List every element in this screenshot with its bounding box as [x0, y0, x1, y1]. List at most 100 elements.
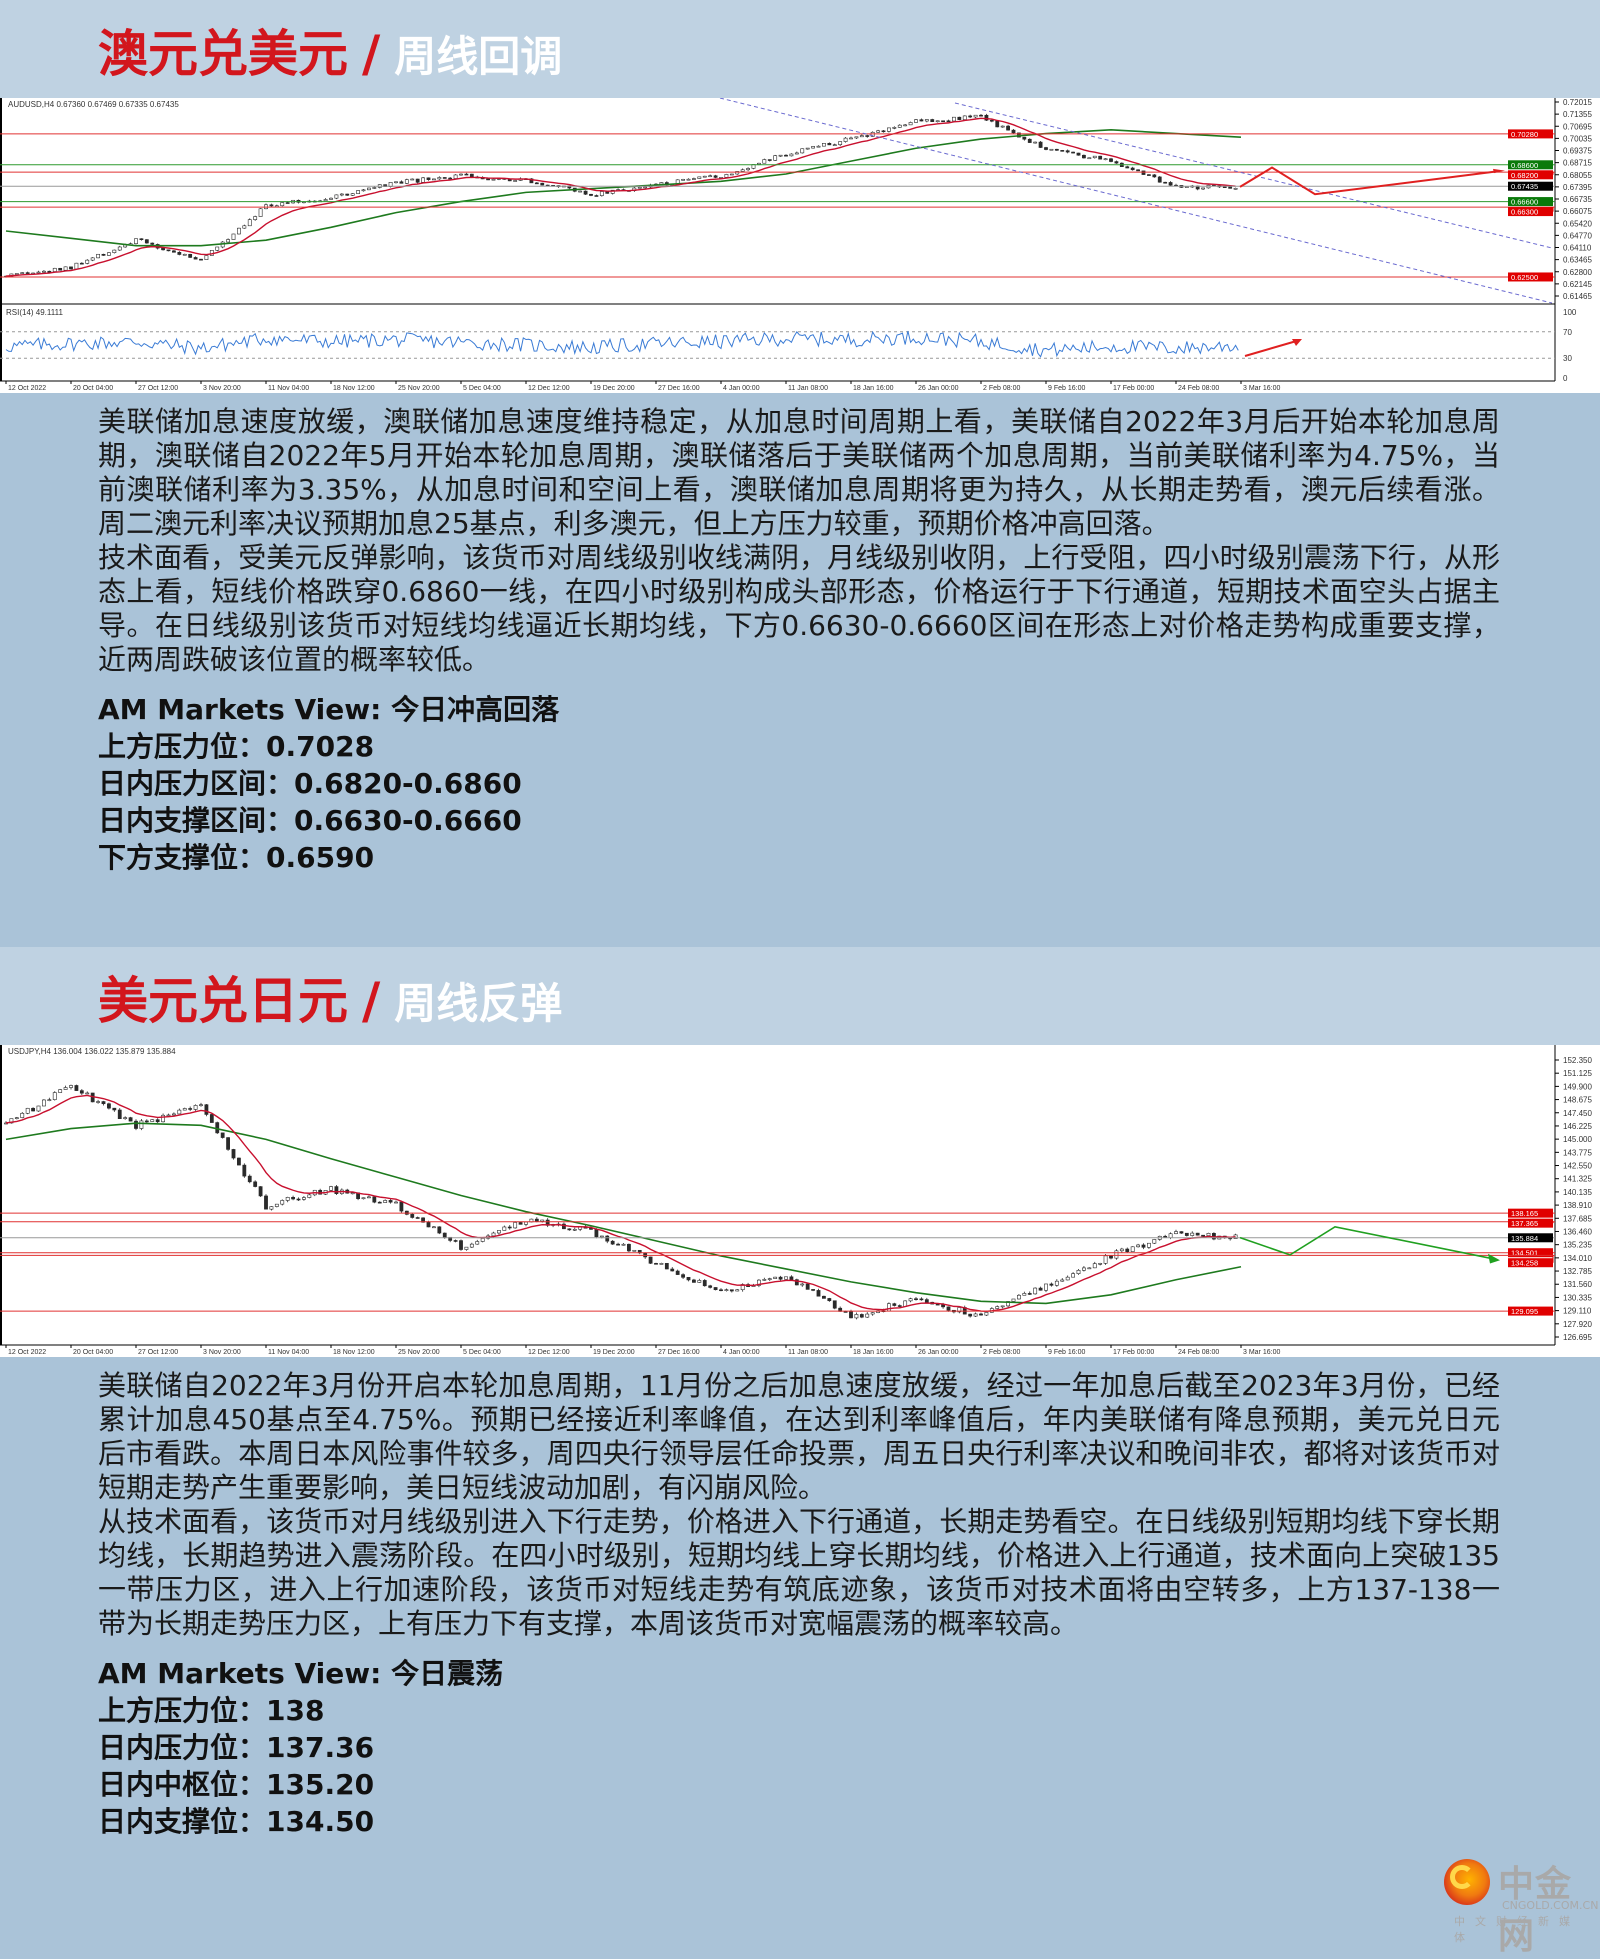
- candle-body: [323, 199, 328, 202]
- x-tick-label: 3 Mar 16:00: [1243, 1349, 1280, 1356]
- candle-body: [859, 135, 864, 138]
- candle-body: [583, 190, 588, 195]
- candle-body: [773, 155, 778, 161]
- candle-body: [681, 1274, 685, 1278]
- candle-body: [610, 1240, 615, 1245]
- level-badge: [1508, 170, 1553, 180]
- candle-body: [887, 1303, 891, 1312]
- short-moving-average-line: [5, 1094, 1236, 1313]
- candle-body: [1000, 1305, 1005, 1308]
- candle-body: [52, 267, 57, 272]
- candle-body: [805, 147, 810, 150]
- candle-body: [670, 1268, 675, 1272]
- x-tick-label: 5 Dec 04:00: [463, 1349, 501, 1356]
- candle-body: [719, 1289, 723, 1292]
- candle-body: [1076, 152, 1081, 156]
- arrow-head-icon: [1292, 339, 1302, 346]
- candle-body: [789, 1276, 794, 1280]
- candle-body: [675, 1270, 680, 1275]
- candle-body: [426, 177, 431, 180]
- x-tick-label: 9 Feb 16:00: [1048, 385, 1085, 392]
- y-tick-label: 135.235: [1563, 1241, 1592, 1250]
- x-tick-label: 27 Dec 16:00: [658, 1349, 700, 1356]
- candle-body: [367, 187, 371, 191]
- candle-body: [935, 120, 940, 123]
- candle-body: [334, 1186, 339, 1194]
- candle-body: [193, 1105, 198, 1110]
- x-tick-label: 3 Nov 20:00: [203, 385, 241, 392]
- y-tick-label: 0.62800: [1563, 268, 1592, 277]
- candle-body: [735, 1289, 740, 1292]
- candle-body: [280, 202, 285, 207]
- candle-body: [36, 271, 41, 274]
- candle-body: [453, 174, 458, 179]
- candle-body: [973, 1313, 978, 1317]
- candle-body: [307, 1194, 312, 1198]
- candle-body: [621, 1243, 626, 1246]
- candle-body: [491, 178, 496, 181]
- candle-body: [63, 266, 68, 271]
- candle-body: [269, 204, 274, 207]
- candle-body: [410, 178, 415, 181]
- y-tick-label: 0.66075: [1563, 207, 1592, 216]
- candle-body: [702, 1280, 707, 1287]
- candle-body: [854, 136, 859, 139]
- level-badge: [1508, 1258, 1553, 1268]
- candle-body: [843, 137, 848, 142]
- candle-body: [144, 1120, 149, 1123]
- y-tick-label: 148.675: [1563, 1096, 1592, 1105]
- candle-body: [1168, 182, 1173, 186]
- candle-body: [594, 195, 599, 197]
- level-label: 0.67435: [1511, 182, 1538, 191]
- y-tick-label: 126.695: [1563, 1333, 1592, 1342]
- y-tick-label: 130.335: [1563, 1293, 1592, 1302]
- candle-body: [610, 189, 615, 194]
- candle-body: [42, 1099, 46, 1107]
- candle-body: [1071, 1273, 1075, 1278]
- candle-body: [42, 270, 46, 273]
- pair-subtitle: 周线回调: [394, 32, 563, 81]
- candle-body: [1157, 176, 1162, 183]
- candle-body: [25, 1107, 30, 1114]
- candle-body: [502, 1226, 507, 1231]
- candle-body: [166, 249, 171, 252]
- candle-body: [1006, 125, 1010, 131]
- candle-body: [464, 173, 469, 176]
- candle-body: [784, 154, 788, 157]
- candle-body: [383, 1200, 388, 1203]
- candle-body: [854, 1314, 859, 1319]
- candle-body: [9, 1118, 14, 1124]
- candle-body: [524, 1221, 528, 1225]
- candle-body: [242, 225, 247, 229]
- candle-body: [859, 1314, 864, 1318]
- channel-upper-line: [954, 102, 1553, 249]
- candle-body: [686, 178, 691, 181]
- candle-body: [1022, 1293, 1027, 1296]
- candle-body: [1071, 151, 1075, 154]
- candle-body: [800, 1283, 805, 1286]
- candle-body: [361, 189, 366, 192]
- candle-body: [1033, 141, 1038, 144]
- candle-body: [399, 181, 404, 184]
- candle-body: [757, 1279, 761, 1286]
- candle-body: [112, 1107, 117, 1111]
- candle-body: [1011, 129, 1016, 134]
- candle-body: [1017, 1294, 1021, 1300]
- level-label: 134.501: [1511, 1249, 1538, 1258]
- y-tick-label: 0.64770: [1563, 231, 1592, 240]
- candle-body: [529, 178, 534, 184]
- candle-body: [497, 1230, 501, 1234]
- level-badge: [1508, 129, 1553, 139]
- candle-body: [199, 1104, 203, 1106]
- pair-title: 澳元兑美元: [98, 25, 348, 83]
- candle-body: [729, 173, 734, 176]
- y-tick-label: 127.920: [1563, 1320, 1592, 1329]
- candle-body: [1000, 125, 1005, 128]
- candle-body: [1038, 141, 1043, 148]
- candle-body: [394, 1201, 398, 1204]
- x-tick-label: 18 Nov 12:00: [333, 1349, 375, 1356]
- x-tick-label: 17 Feb 00:00: [1113, 385, 1154, 392]
- candle-body: [491, 1232, 496, 1237]
- y-tick-label: 0.63465: [1563, 256, 1592, 265]
- chart-header: USDJPY,H4 136.004 136.022 135.879 135.88…: [8, 1047, 176, 1056]
